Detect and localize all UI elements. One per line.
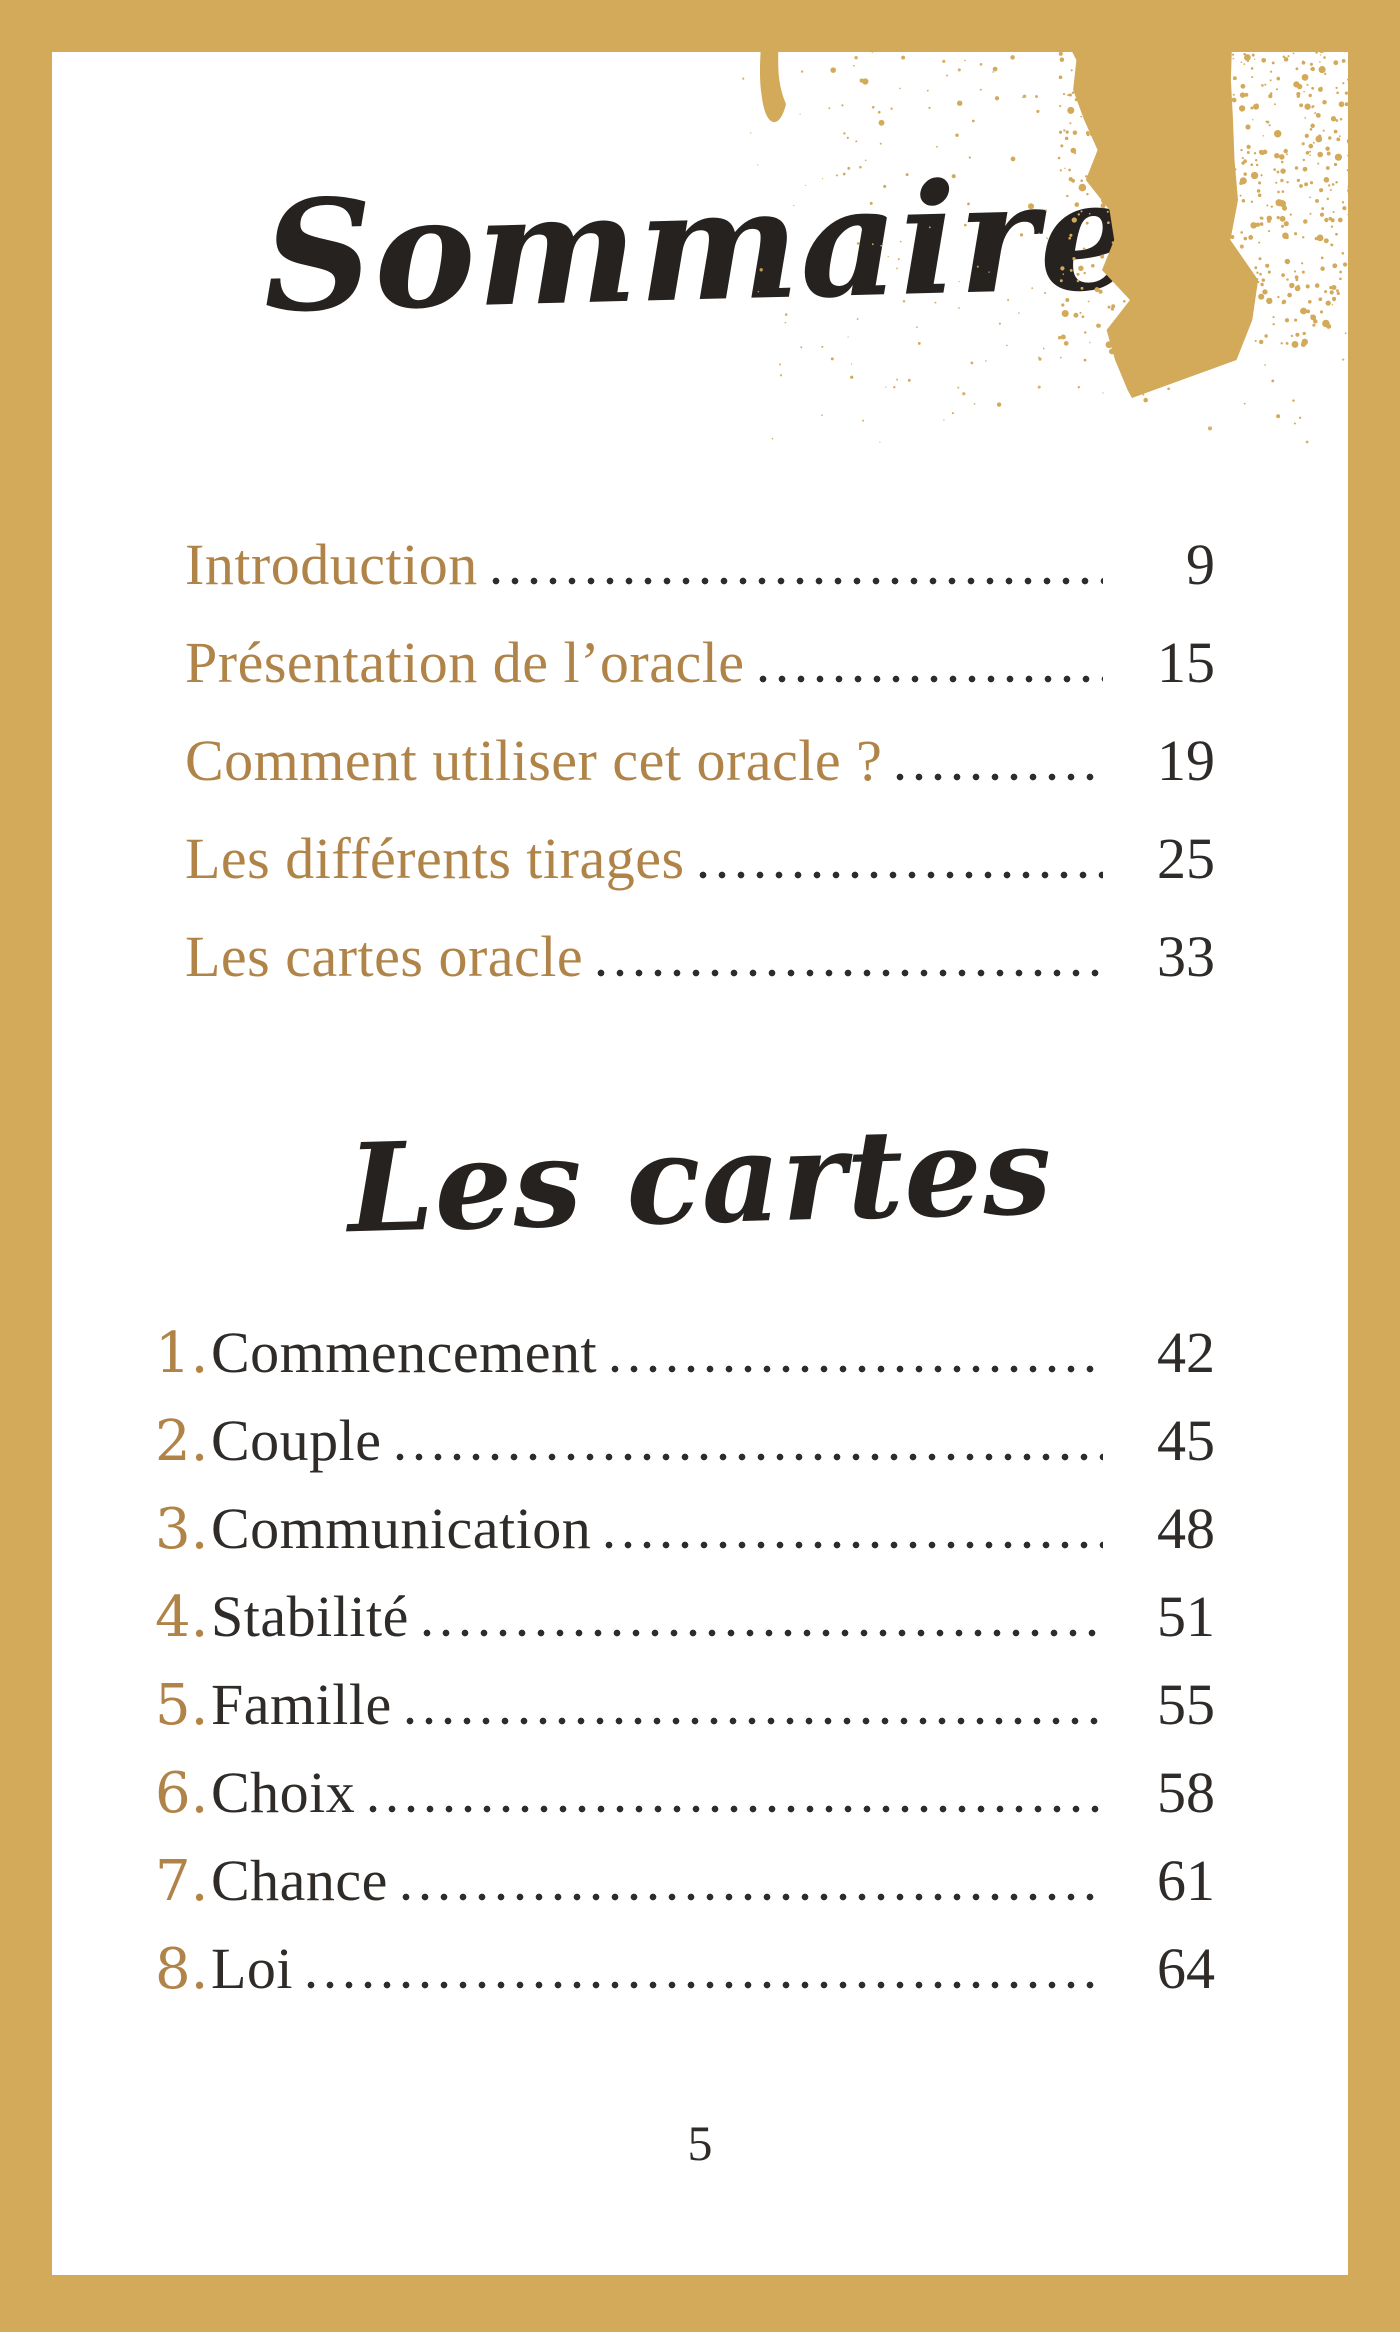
card-entry-label: Commencement [211, 1320, 598, 1386]
dot-leader [896, 773, 1103, 781]
toc-entry: Comment utiliser cet oracle ? 19 [185, 696, 1215, 794]
card-entry-page: 64 [1157, 1936, 1215, 2002]
dot-leader [422, 1629, 1103, 1637]
card-toc-entry: 8. Loi 64 [155, 1914, 1215, 2002]
card-entry-label: Chance [211, 1848, 388, 1914]
card-toc-entry: 2. Couple 45 [155, 1386, 1215, 1474]
dot-leader [307, 1981, 1103, 1989]
card-entry-number: 3. [155, 1497, 209, 1563]
card-toc-entry: 7. Chance 61 [155, 1826, 1215, 1914]
toc-entry: Introduction 9 [185, 500, 1215, 598]
toc-entry-page: 25 [1157, 826, 1215, 892]
folio-page-number: 5 [687, 2115, 713, 2171]
card-entry-page: 48 [1157, 1496, 1215, 1562]
toc-entry-label: Les différents tirages [185, 826, 685, 892]
card-entry-page: 42 [1157, 1320, 1215, 1386]
card-toc-entry: 4. Stabilité 51 [155, 1562, 1215, 1650]
card-entry-page: 58 [1157, 1760, 1215, 1826]
dot-leader [698, 871, 1103, 879]
toc-entry: Présentation de l’oracle 15 [185, 598, 1215, 696]
toc-entry-page: 19 [1157, 728, 1215, 794]
toc-entry-page: 9 [1186, 532, 1215, 598]
card-entry-label: Stabilité [211, 1584, 409, 1650]
cards-toc: 1. Commencement 42 2. Couple 45 3. Commu… [52, 1298, 1348, 2002]
card-entry-number: 1. [155, 1321, 209, 1387]
card-entry-number: 7. [155, 1849, 209, 1915]
toc-entry: Les différents tirages 25 [185, 794, 1215, 892]
card-entry-page: 51 [1157, 1584, 1215, 1650]
card-entry-label: Communication [211, 1496, 592, 1562]
card-entry-number: 6. [155, 1761, 209, 1827]
dot-leader [758, 675, 1103, 683]
page-title: Sommaire [260, 144, 1140, 347]
card-entry-number: 8. [155, 1937, 209, 2003]
card-entry-page: 45 [1157, 1408, 1215, 1474]
card-entry-number: 2. [155, 1409, 209, 1475]
main-toc: Introduction 9 Présentation de l’oracle … [52, 500, 1348, 990]
card-entry-label: Loi [211, 1936, 294, 2002]
dot-leader [369, 1805, 1103, 1813]
dot-leader [405, 1717, 1103, 1725]
dot-leader [597, 969, 1103, 977]
toc-entry: Les cartes oracle 33 [185, 892, 1215, 990]
toc-entry-page: 15 [1157, 630, 1215, 696]
toc-entry-page: 33 [1157, 924, 1215, 990]
card-entry-number: 5. [155, 1673, 209, 1739]
card-toc-entry: 6. Choix 58 [155, 1738, 1215, 1826]
dot-leader [605, 1541, 1103, 1549]
card-entry-page: 55 [1157, 1672, 1215, 1738]
card-entry-label: Choix [211, 1760, 356, 1826]
cards-section-title: Les cartes [345, 1097, 1055, 1261]
toc-entry-label: Introduction [185, 532, 478, 598]
card-toc-entry: 1. Commencement 42 [155, 1298, 1215, 1386]
card-entry-page: 61 [1157, 1848, 1215, 1914]
card-entry-number: 4. [155, 1585, 209, 1651]
card-toc-entry: 3. Communication 48 [155, 1474, 1215, 1562]
dot-leader [611, 1365, 1103, 1373]
dot-leader [401, 1893, 1103, 1901]
card-entry-label: Famille [211, 1672, 392, 1738]
dot-leader [491, 577, 1103, 585]
dot-leader [395, 1453, 1103, 1461]
card-entry-label: Couple [211, 1408, 382, 1474]
card-toc-entry: 5. Famille 55 [155, 1650, 1215, 1738]
toc-entry-label: Comment utiliser cet oracle ? [185, 728, 883, 794]
page-content: Sommaire Introduction 9 Présentation de … [52, 52, 1348, 2275]
toc-entry-label: Présentation de l’oracle [185, 630, 745, 696]
toc-entry-label: Les cartes oracle [185, 924, 584, 990]
